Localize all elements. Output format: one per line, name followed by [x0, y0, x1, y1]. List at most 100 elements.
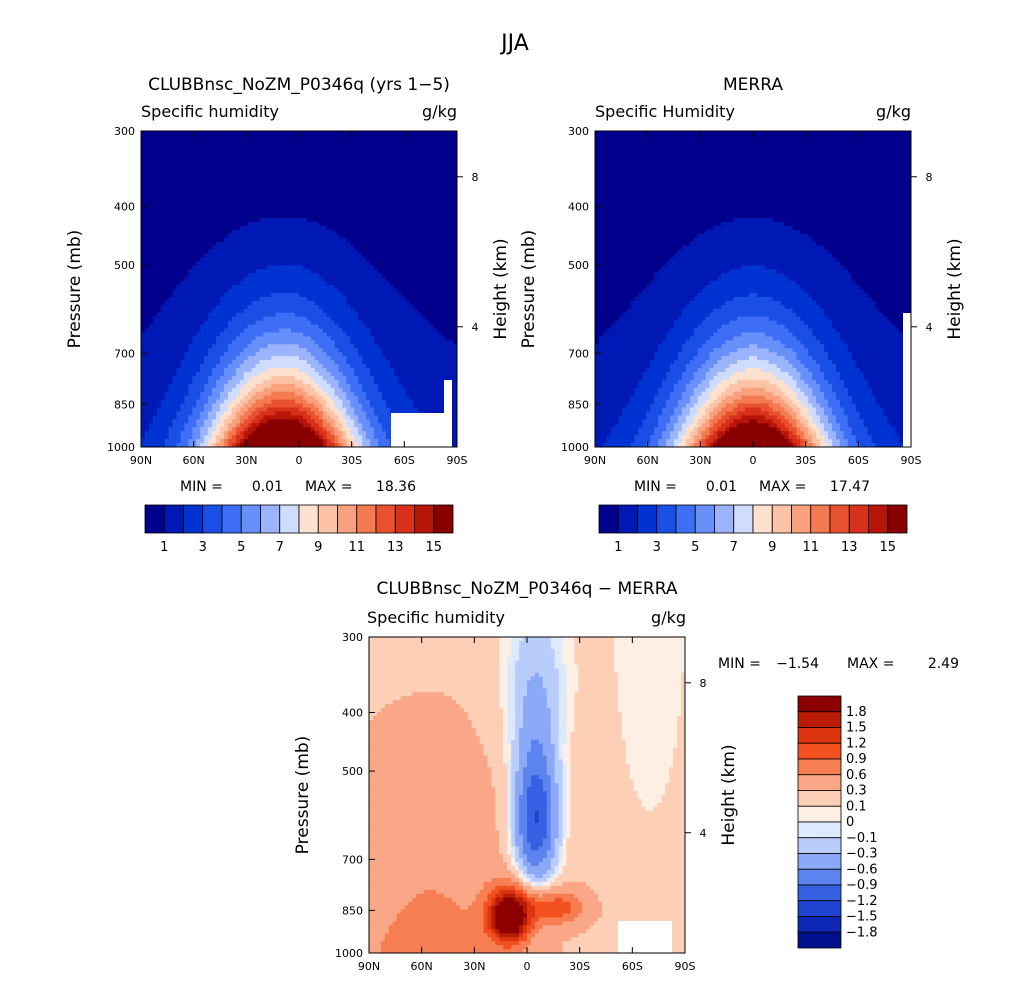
field-cell [346, 142, 351, 148]
field-cell [152, 375, 158, 381]
field-cell [239, 308, 245, 314]
field-cell [342, 277, 347, 282]
field-cell [208, 166, 213, 172]
field-cell [204, 348, 209, 353]
field-cell [227, 360, 233, 365]
field-cell [310, 146, 316, 152]
field-cell [314, 300, 320, 306]
field-cell [318, 296, 324, 302]
field-cell [271, 348, 276, 353]
field-cell [204, 383, 209, 389]
field-cell [310, 403, 316, 409]
field-cell [287, 206, 292, 211]
field-cell [354, 233, 359, 239]
field-cell [144, 150, 150, 156]
field-cell [330, 419, 336, 424]
field-cell [275, 316, 280, 322]
field-cell [338, 300, 344, 306]
field-cell [350, 419, 355, 424]
field-cell [370, 383, 375, 389]
field-cell [378, 237, 383, 243]
field-cell [346, 316, 351, 322]
field-cell [251, 332, 257, 337]
field-cell [374, 210, 379, 215]
field-cell [310, 166, 316, 172]
field-cell [318, 285, 324, 290]
field-cell [192, 150, 197, 156]
field-cell [212, 296, 217, 302]
field-cell [196, 182, 201, 187]
field-cell [350, 383, 355, 389]
field-cell [381, 257, 387, 262]
field-cell [374, 332, 379, 337]
field-cell [216, 324, 221, 330]
field-cell [223, 289, 229, 294]
field-cell [180, 253, 186, 258]
field-cell [141, 379, 146, 385]
field-cell [239, 364, 245, 369]
field-cell [342, 281, 347, 286]
field-cell [378, 415, 383, 420]
field-cell [378, 383, 383, 389]
field-cell [172, 308, 178, 314]
field-cell [370, 435, 375, 440]
field-cell [208, 213, 213, 219]
field-cell [200, 202, 205, 207]
field-cell [306, 245, 312, 251]
field-cell [243, 403, 249, 409]
field-cell [255, 150, 261, 156]
field-cell [231, 170, 237, 176]
field-cell [239, 281, 245, 286]
field-cell [243, 229, 249, 235]
field-cell [176, 131, 182, 136]
field-cell [227, 138, 233, 144]
field-cell [314, 332, 320, 337]
field-cell [271, 253, 276, 258]
field-cell [235, 265, 241, 270]
field-cell [239, 265, 245, 270]
field-cell [302, 249, 308, 255]
field-cell [318, 368, 324, 373]
field-cell [204, 352, 209, 357]
field-cell [231, 253, 237, 258]
field-cell [350, 312, 355, 318]
field-cell [271, 328, 276, 334]
field-cell [164, 375, 170, 381]
field-cell [287, 170, 292, 176]
field-cell [168, 249, 174, 255]
field-cell [251, 206, 257, 211]
field-cell [141, 225, 146, 231]
field-cell [338, 375, 344, 381]
field-cell [326, 300, 332, 306]
field-cell [200, 336, 205, 341]
field-cell [381, 186, 387, 191]
field-cell [235, 419, 241, 424]
field-cell [283, 336, 288, 341]
field-cell [263, 368, 268, 373]
field-cell [362, 134, 367, 140]
field-cell [346, 131, 351, 136]
field-cell [322, 415, 328, 420]
field-cell [279, 344, 284, 349]
field-cell [354, 403, 359, 409]
field-cell [354, 146, 359, 152]
field-cell [247, 138, 253, 144]
field-cell [231, 312, 237, 318]
field-cell [310, 174, 316, 179]
field-cell [338, 403, 344, 409]
field-cell [374, 419, 379, 424]
field-cell [374, 277, 379, 282]
field-cell [180, 241, 186, 247]
field-cell [291, 336, 296, 341]
field-cell [350, 134, 355, 140]
field-cell [306, 289, 312, 294]
field-cell [148, 340, 154, 345]
field-cell [176, 269, 182, 274]
field-cell [255, 213, 261, 219]
field-cell [180, 142, 186, 148]
field-cell [378, 277, 383, 282]
field-cell [192, 300, 197, 306]
field-cell [342, 423, 347, 428]
field-cell [152, 142, 158, 148]
field-cell [168, 289, 174, 294]
